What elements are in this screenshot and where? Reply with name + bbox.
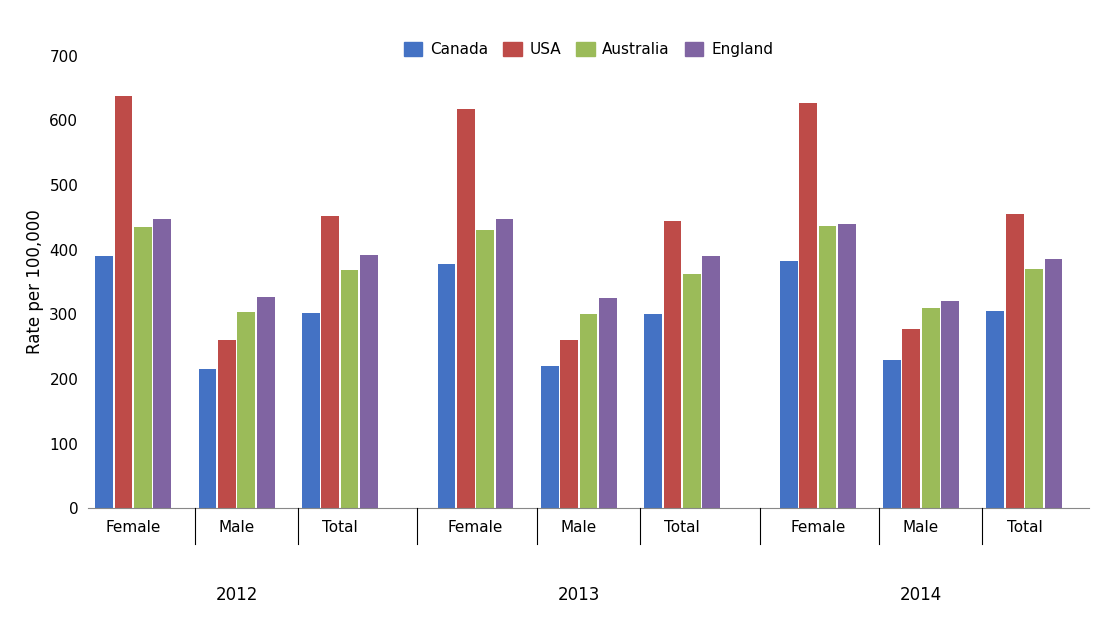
- Bar: [780, 261, 798, 508]
- Bar: [360, 255, 377, 508]
- Bar: [922, 308, 939, 508]
- Text: 2013: 2013: [558, 586, 600, 604]
- Text: 2014: 2014: [900, 586, 943, 604]
- Text: 2012: 2012: [216, 586, 257, 604]
- Bar: [1025, 269, 1043, 508]
- Bar: [256, 297, 275, 508]
- Y-axis label: Rate per 100,000: Rate per 100,000: [25, 210, 44, 355]
- Bar: [645, 314, 662, 508]
- Bar: [902, 329, 921, 508]
- Bar: [1005, 214, 1024, 508]
- Bar: [341, 270, 359, 508]
- Bar: [1045, 259, 1063, 508]
- Bar: [987, 311, 1004, 508]
- Bar: [438, 264, 455, 508]
- Bar: [496, 219, 514, 508]
- Bar: [942, 301, 959, 508]
- Bar: [114, 96, 132, 508]
- Bar: [702, 256, 721, 508]
- Legend: Canada, USA, Australia, England: Canada, USA, Australia, England: [398, 37, 779, 64]
- Bar: [199, 370, 217, 508]
- Bar: [476, 231, 494, 508]
- Bar: [218, 340, 235, 508]
- Bar: [456, 109, 475, 508]
- Bar: [580, 314, 597, 508]
- Bar: [301, 313, 320, 508]
- Bar: [683, 273, 701, 508]
- Bar: [321, 216, 339, 508]
- Bar: [541, 366, 559, 508]
- Bar: [883, 360, 901, 508]
- Bar: [96, 256, 113, 508]
- Bar: [800, 103, 817, 508]
- Bar: [238, 312, 255, 508]
- Bar: [818, 226, 836, 508]
- Bar: [153, 219, 172, 508]
- Bar: [838, 224, 856, 508]
- Bar: [663, 221, 681, 508]
- Bar: [134, 227, 152, 508]
- Bar: [560, 340, 578, 508]
- Bar: [600, 298, 617, 508]
